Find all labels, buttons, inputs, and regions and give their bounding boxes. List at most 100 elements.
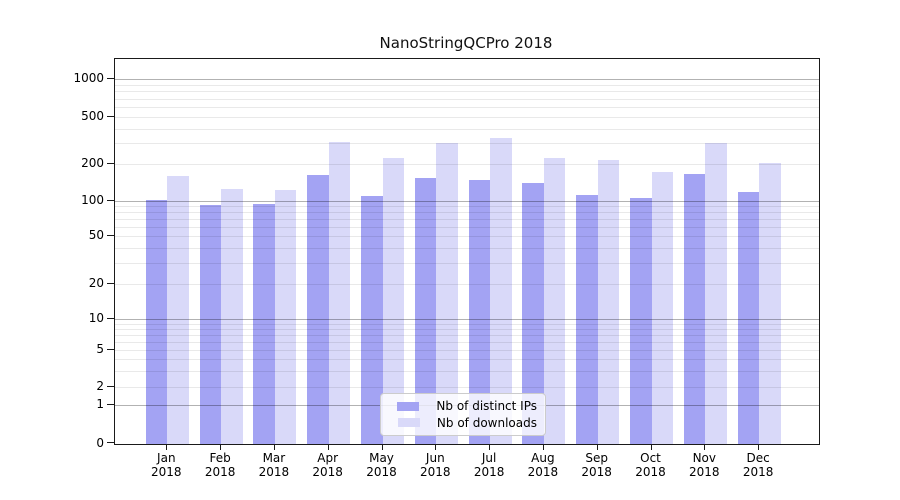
x-tick-label-month: Jun [425,451,445,465]
bar-distinct-ips [522,182,544,444]
x-tick-mark [381,444,383,450]
x-tick-label-year: 2018 [312,465,343,479]
x-tick-label: Jul 2018 [457,451,521,479]
gridline-minor [115,350,819,351]
x-tick-mark [220,444,222,450]
x-tick-label: May 2018 [350,451,414,479]
x-tick-label: Aug 2018 [511,451,575,479]
x-tick-label-month: Mar [262,451,286,465]
x-tick-label: Dec 2018 [726,451,790,479]
gridline-minor [115,98,819,100]
gridline-minor [115,359,819,360]
gridline-minor [115,91,819,93]
y-tick-label: 10 [88,311,104,326]
bar-distinct-ips [199,205,222,444]
x-tick-label-month: Dec [746,451,770,465]
x-tick-label-month: Feb [209,451,231,465]
y-tick-label: 200 [81,156,104,171]
x-tick-label-year: 2018 [473,465,505,479]
bar-downloads [274,190,297,444]
x-tick-label-month: Jul [481,451,497,465]
gridline-minor [115,236,819,237]
gridline-minor [115,329,819,331]
x-tick-label-year: 2018 [635,465,666,479]
x-tick-mark [704,444,706,450]
y-tick-label: 2 [96,379,104,393]
legend-swatch-downloads [397,418,420,428]
x-tick-label-year: 2018 [742,465,774,479]
x-tick-label-month: Aug [531,451,555,465]
bar-downloads [651,172,673,444]
y-tick-mark [107,77,114,79]
x-tick-label-year: 2018 [258,465,290,479]
x-tick-label-month: Oct [640,451,661,465]
bar-downloads [597,160,620,444]
plot-area: Nb of distinct IPs Nb of downloads [114,58,820,445]
y-tick-label: 1000 [73,71,104,86]
y-tick-mark [107,199,114,201]
gridline-minor [115,370,819,372]
x-tick-label-year: 2018 [366,465,397,479]
bar-distinct-ips [307,174,329,444]
x-tick-label: Apr 2018 [296,451,360,479]
x-tick-label: Feb 2018 [188,451,252,479]
y-tick-label: 50 [88,228,104,242]
gridline-minor [115,335,819,337]
gridline-minor [115,284,819,286]
y-tick-label: 500 [81,109,104,123]
bar-distinct-ips [414,177,437,444]
gridline-minor [115,212,819,214]
legend-row: Nb of downloads [387,416,537,430]
y-tick-mark [107,385,114,387]
bar-distinct-ips [737,191,760,444]
legend-label: Nb of distinct IPs [436,399,537,414]
x-tick-label-year: 2018 [581,465,612,479]
gridline-minor [115,107,819,109]
gridline-minor [115,247,819,249]
x-tick-mark [435,444,437,450]
x-tick-label-year: 2018 [689,465,720,479]
x-tick-label-year: 2018 [151,465,182,479]
x-tick-label: Nov 2018 [672,451,736,479]
y-tick-label: 5 [96,342,104,356]
gridline-major [115,79,819,81]
x-tick-mark [327,444,329,450]
bar-distinct-ips [576,194,598,444]
bar-downloads [221,189,243,444]
gridline-minor [115,164,819,166]
x-tick-label-month: May [369,451,394,465]
y-tick-mark [107,282,114,284]
x-tick-label-year: 2018 [527,465,559,479]
bar-downloads [167,176,189,444]
y-tick-mark [107,348,114,350]
y-tick-mark [107,403,114,405]
y-tick-label: 20 [88,276,104,291]
bar-distinct-ips [468,179,491,444]
x-tick-label-year: 2018 [204,465,236,479]
bar-downloads [543,158,566,444]
x-tick-label: Oct 2018 [619,451,683,479]
gridline-minor [115,341,819,343]
y-tick-mark [107,115,114,117]
legend-swatch-distinct-ips [397,401,420,411]
bar-distinct-ips [361,196,383,444]
x-tick-mark [596,444,598,450]
x-tick-mark [758,444,760,450]
bar-downloads [328,142,351,444]
y-tick-mark [107,442,114,444]
x-tick-label-month: Apr [317,451,339,465]
bar-downloads [759,163,781,444]
x-tick-mark [489,444,491,450]
gridline-major [115,319,819,321]
y-tick-label: 100 [81,193,104,207]
x-tick-mark [273,444,275,450]
gridline-minor [115,323,819,325]
gridline-minor [115,85,819,87]
bar-downloads [705,143,727,444]
bar-distinct-ips [253,204,275,444]
y-tick-mark [107,317,114,319]
x-tick-label-month: Nov [692,451,716,465]
gridline-minor [115,387,819,388]
x-tick-label-year: 2018 [420,465,451,479]
x-tick-mark [650,444,652,450]
